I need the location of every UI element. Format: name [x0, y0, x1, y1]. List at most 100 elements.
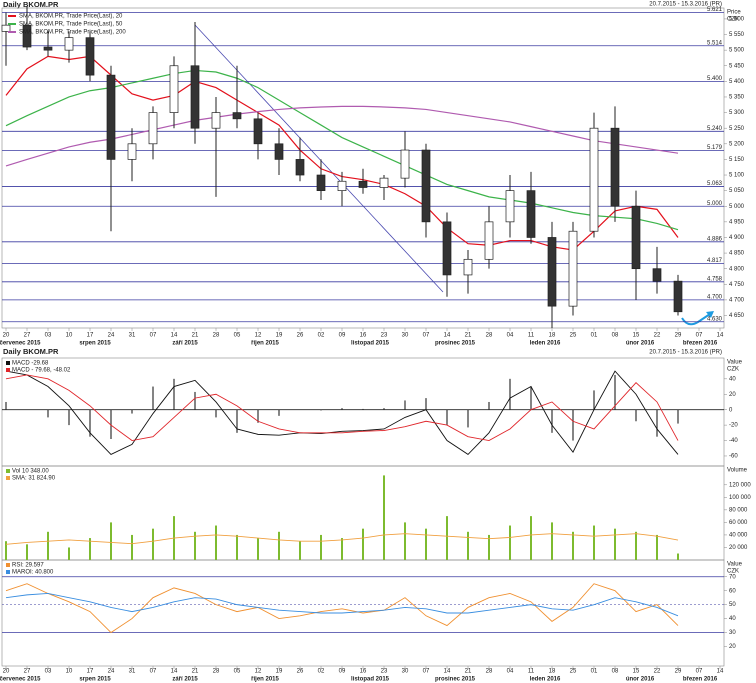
month-label: září 2015: [172, 341, 198, 347]
y-axis-label: Value: [727, 562, 743, 568]
x-tick-label: 12: [255, 333, 262, 339]
y-tick-label: 4 650: [729, 313, 745, 319]
month-label: březen 2016: [683, 677, 718, 683]
histogram-bar: [89, 409, 91, 437]
candle-body: [589, 127, 599, 232]
level-label: 5.179: [707, 145, 723, 151]
candle-body: [106, 74, 116, 160]
histogram-bar: [215, 409, 217, 418]
x-tick-label: 28: [486, 669, 493, 675]
x-tick-label: 23: [381, 333, 388, 339]
y-tick-label: 5 000: [729, 204, 745, 210]
x-tick-label: 28: [486, 333, 493, 339]
x-tick-label: 26: [297, 669, 304, 675]
volume-bar: [530, 516, 532, 560]
date-range: 20.7.2015 - 15.3.2016 (PR): [649, 2, 722, 8]
candle-body: [43, 46, 53, 51]
chart-title: Daily BKOM.PR: [3, 0, 59, 9]
x-tick-label: 25: [570, 669, 577, 675]
volume-bar: [656, 534, 658, 560]
volume-bar: [551, 522, 553, 560]
legend-swatch: [6, 476, 10, 480]
candle-body: [253, 118, 263, 145]
histogram-bar: [509, 378, 511, 410]
volume-bar: [341, 538, 343, 560]
y-tick-label: 4 850: [729, 251, 745, 257]
candle-body: [547, 237, 557, 307]
legend-swatch: [6, 563, 10, 567]
histogram-bar: [278, 409, 280, 416]
histogram-bar: [635, 409, 637, 422]
histogram-bar: [110, 409, 112, 439]
candle-body: [337, 180, 347, 191]
x-tick-label: 11: [528, 669, 535, 675]
histogram-bar: [572, 409, 574, 441]
x-tick-label: 15: [633, 333, 640, 339]
x-tick-label: 01: [591, 669, 598, 675]
x-tick-label: 18: [549, 333, 556, 339]
level-label: 4.630: [707, 316, 723, 322]
x-tick-label: 08: [612, 669, 619, 675]
y-tick-label: 0: [729, 407, 733, 413]
legend-swatch: [6, 469, 10, 473]
histogram-bar: [677, 409, 679, 424]
volume-bar: [320, 534, 322, 560]
x-tick-label: 16: [360, 669, 367, 675]
volume-bar: [68, 547, 70, 560]
y-tick-label: 4 800: [729, 266, 745, 272]
month-label: červenec 2015: [0, 677, 41, 683]
volume-bar: [362, 528, 364, 560]
y-tick-label: 100 000: [729, 495, 751, 501]
candle-body: [610, 127, 620, 207]
x-tick-label: 29: [675, 669, 682, 675]
volume-bar: [5, 541, 7, 560]
level-label: 4.700: [707, 294, 723, 300]
x-tick-label: 26: [297, 333, 304, 339]
x-tick-label: 20: [3, 333, 10, 339]
y-tick-label: 5 200: [729, 141, 745, 147]
x-tick-label: 04: [507, 669, 514, 675]
histogram-bar: [614, 374, 616, 410]
x-tick-label: 07: [423, 669, 430, 675]
histogram-bar: [593, 390, 595, 410]
y-tick-label: 120 000: [729, 482, 751, 488]
x-tick-label: 07: [150, 669, 157, 675]
y-tick-label: 5 300: [729, 110, 745, 116]
x-tick-label: 07: [423, 333, 430, 339]
candle-body: [400, 149, 410, 179]
x-tick-label: 05: [234, 669, 241, 675]
candle-body: [526, 190, 536, 238]
x-tick-label: 10: [66, 669, 73, 675]
candle-body: [211, 112, 221, 129]
volume-bar: [677, 553, 679, 560]
x-tick-label: 31: [129, 333, 136, 339]
month-label: prosinec 2015: [435, 341, 476, 347]
month-label: říjen 2015: [251, 341, 279, 347]
x-tick-label: 04: [507, 333, 514, 339]
level-label: 4.758: [707, 276, 723, 282]
level-label: 4.886: [707, 236, 723, 242]
volume-bar: [425, 528, 427, 560]
volume-bar: [572, 531, 574, 560]
x-tick-label: 17: [87, 333, 94, 339]
y-tick-label: -40: [729, 438, 738, 444]
x-tick-label: 09: [339, 333, 346, 339]
candle-body: [484, 221, 494, 260]
y-tick-label: 40: [729, 376, 736, 382]
x-tick-label: 01: [591, 333, 598, 339]
candle-body: [505, 190, 515, 223]
histogram-bar: [446, 409, 448, 426]
histogram-bar: [488, 401, 490, 410]
x-tick-label: 30: [402, 669, 409, 675]
legend-label: MACD - 79.68, -48.02: [12, 368, 71, 374]
legend-label: SMA, BKOM.PR, Trade Price(Last), 50: [19, 22, 123, 28]
x-tick-label: 24: [108, 333, 115, 339]
volume-bar: [509, 525, 511, 560]
histogram-bar: [68, 409, 70, 426]
y-tick-label: 30: [729, 630, 736, 636]
candle-body: [232, 112, 242, 120]
volume-bar: [467, 531, 469, 560]
volume-bar: [131, 534, 133, 560]
y-tick-label: 5 350: [729, 95, 745, 101]
